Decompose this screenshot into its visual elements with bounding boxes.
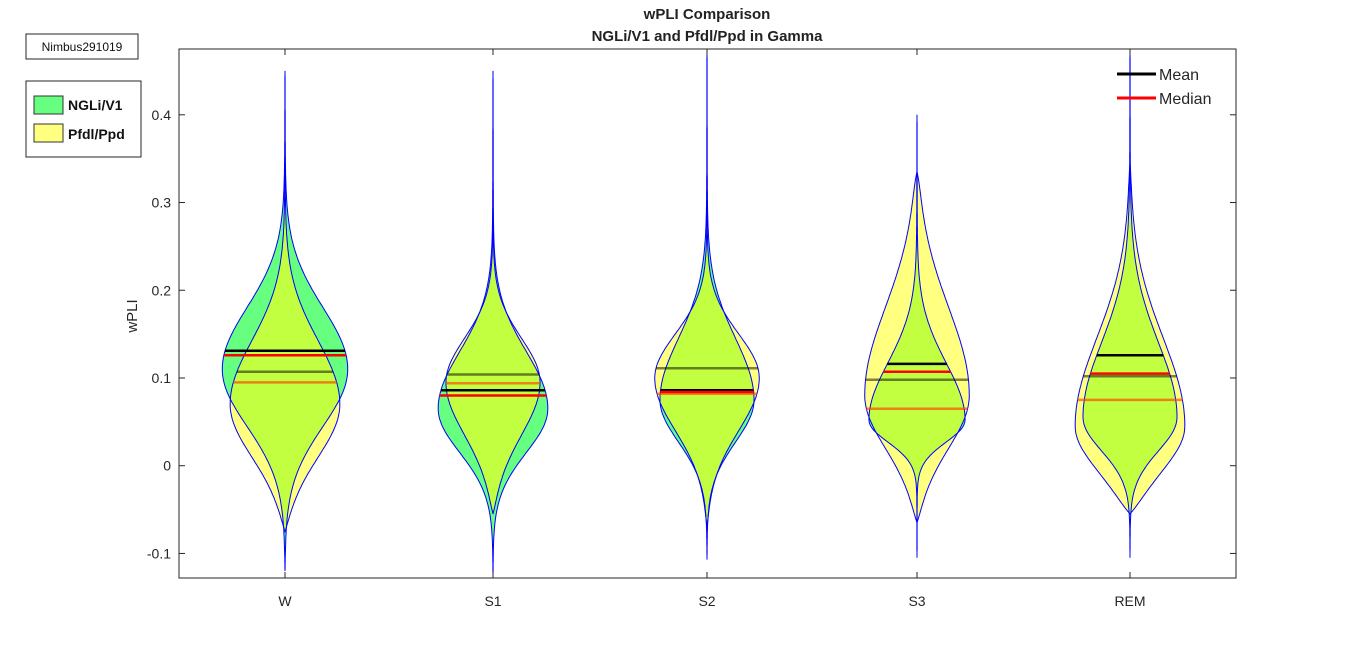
violin-w-ngli-v1-outline <box>221 70 349 572</box>
chart-subtitle: NGLi/V1 and Pfdl/Ppd in Gamma <box>592 28 824 45</box>
subject-tag-text: Nimbus291019 <box>42 40 123 54</box>
subject-tag-box <box>25 33 139 60</box>
x-axis: W S1 S2 S3 REM <box>278 49 1146 609</box>
y-tick-label: 0.3 <box>152 195 172 211</box>
legend-series1-label: NGLi/V1 <box>68 97 123 113</box>
y-tick-label: -0.1 <box>147 545 171 561</box>
x-tick-label: REM <box>1114 593 1145 609</box>
y-axis-label: wPLI <box>124 299 141 333</box>
legend-series2-swatch <box>33 123 64 143</box>
stat-lines-layer <box>223 349 1183 410</box>
violins-layer <box>221 49 1186 578</box>
violin-s1-overlap <box>446 176 540 514</box>
y-tick-label: 0.4 <box>152 107 172 123</box>
x-tick-label: S2 <box>698 593 715 609</box>
x-tick-label: S3 <box>908 593 925 609</box>
violin-s3-pfdl-ppd-outline <box>864 171 970 525</box>
y-tick-label: 0 <box>163 458 171 474</box>
x-tick-label: S1 <box>484 593 501 609</box>
violin-s1-pfdl-ppd-outline <box>445 176 541 515</box>
y-tick-label: 0.1 <box>152 370 172 386</box>
violin-w-pfdl-ppd-outline <box>229 141 341 534</box>
violin-w-overlap <box>230 141 340 532</box>
violin-rem-pfdl-ppd-outline <box>1074 162 1186 515</box>
legend-median-label: Median <box>1159 91 1211 108</box>
violin-rem-overlap <box>1083 163 1177 514</box>
violin-s2-overlap <box>660 171 754 528</box>
violin-s1-ngli-v1-outline <box>437 70 549 578</box>
violin-s3-ngli-v1-outline <box>868 114 966 558</box>
series-legend-box <box>25 80 142 158</box>
violin-s3-overlap <box>868 171 966 523</box>
legend-series1-swatch <box>33 95 64 115</box>
chart-title: wPLI Comparison <box>643 6 771 23</box>
subject-tag: Nimbus291019 <box>25 33 139 60</box>
violin-rem-ngli-v1-outline <box>1082 49 1178 558</box>
legend-mean-label: Mean <box>1159 67 1199 84</box>
stat-legend: Mean Median <box>1117 67 1211 108</box>
x-tick-label: W <box>278 593 292 609</box>
legend-series2-label: Pfdl/Ppd <box>68 126 125 142</box>
series-legend: NGLi/V1 Pfdl/Ppd <box>25 80 142 158</box>
y-tick-label: 0.2 <box>152 282 172 298</box>
violin-s2-pfdl-ppd-outline <box>654 171 760 528</box>
y-axis: -0.1 0 0.1 0.2 0.3 0.4 <box>147 107 1236 561</box>
